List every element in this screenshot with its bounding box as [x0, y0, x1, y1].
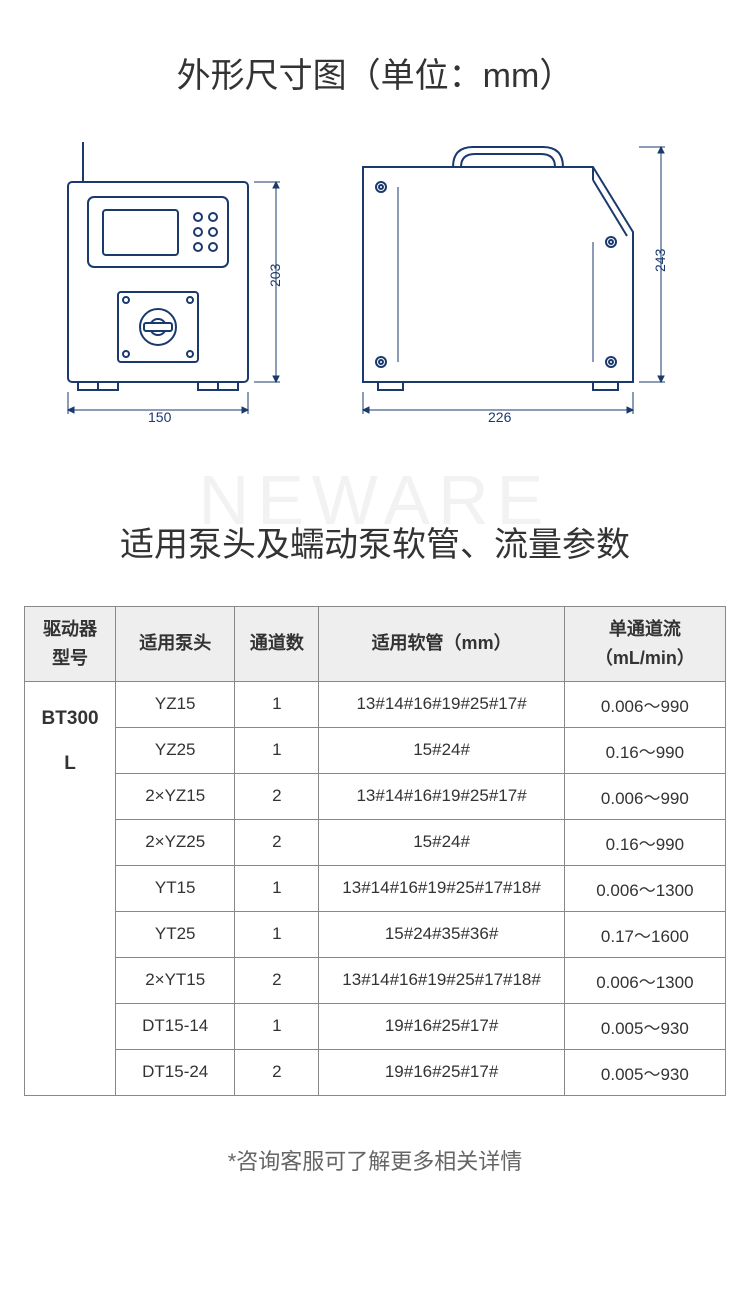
cell-channels: 2 — [235, 819, 319, 865]
side-view-diagram: 226 243 — [343, 132, 703, 427]
table-row: 2×YZ15213#14#16#19#25#17#0.006～990 — [25, 773, 726, 819]
cell-channels: 2 — [235, 1049, 319, 1095]
header-flow: 单通道流（mL/min） — [564, 607, 725, 682]
cell-channels: 1 — [235, 865, 319, 911]
cell-tube: 19#16#25#17# — [319, 1003, 564, 1049]
footnote: *咨询客服可了解更多相关详情 — [0, 1096, 750, 1176]
cell-tube: 13#14#16#19#25#17# — [319, 681, 564, 727]
cell-channels: 2 — [235, 773, 319, 819]
cell-flow: 0.005～930 — [564, 1049, 725, 1095]
header-model: 驱动器型号 — [25, 607, 116, 682]
cell-tube: 13#14#16#19#25#17#18# — [319, 957, 564, 1003]
cell-flow: 0.16～990 — [564, 727, 725, 773]
cell-head: YT15 — [116, 865, 235, 911]
cell-tube: 13#14#16#19#25#17# — [319, 773, 564, 819]
model-cell: BT300L — [25, 681, 116, 1095]
cell-tube: 19#16#25#17# — [319, 1049, 564, 1095]
table-row: DT15-14119#16#25#17#0.005～930 — [25, 1003, 726, 1049]
spec-table: 驱动器型号 适用泵头 通道数 适用软管（mm） 单通道流（mL/min） BT3… — [24, 606, 726, 1096]
cell-flow: 0.17～1600 — [564, 911, 725, 957]
table-row: YT25115#24#35#36#0.17～1600 — [25, 911, 726, 957]
cell-tube: 15#24# — [319, 819, 564, 865]
table-row: 2×YT15213#14#16#19#25#17#18#0.006～1300 — [25, 957, 726, 1003]
cell-head: 2×YT15 — [116, 957, 235, 1003]
cell-head: DT15-24 — [116, 1049, 235, 1095]
cell-head: 2×YZ15 — [116, 773, 235, 819]
header-channels: 通道数 — [235, 607, 319, 682]
cell-flow: 0.16～990 — [564, 819, 725, 865]
front-height-label: 203 — [267, 263, 283, 287]
cell-channels: 1 — [235, 1003, 319, 1049]
cell-tube: 13#14#16#19#25#17#18# — [319, 865, 564, 911]
header-tube: 适用软管（mm） — [319, 607, 564, 682]
table-row: BT300LYZ15113#14#16#19#25#17#0.006～990 — [25, 681, 726, 727]
cell-tube: 15#24#35#36# — [319, 911, 564, 957]
cell-channels: 2 — [235, 957, 319, 1003]
cell-head: 2×YZ25 — [116, 819, 235, 865]
front-width-label: 150 — [148, 409, 172, 422]
cell-flow: 0.006～1300 — [564, 865, 725, 911]
cell-flow: 0.006～1300 — [564, 957, 725, 1003]
cell-head: DT15-14 — [116, 1003, 235, 1049]
header-pump-head: 适用泵头 — [116, 607, 235, 682]
table-row: 2×YZ25215#24#0.16～990 — [25, 819, 726, 865]
side-width-label: 226 — [488, 409, 512, 422]
table-row: YZ25115#24#0.16～990 — [25, 727, 726, 773]
cell-head: YZ25 — [116, 727, 235, 773]
cell-flow: 0.005～930 — [564, 1003, 725, 1049]
cell-tube: 15#24# — [319, 727, 564, 773]
cell-channels: 1 — [235, 911, 319, 957]
front-view-diagram: 150 203 — [48, 132, 308, 427]
side-height-label: 243 — [652, 248, 668, 272]
cell-flow: 0.006～990 — [564, 681, 725, 727]
section-title: 适用泵头及蠕动泵软管、流量参数 — [0, 427, 750, 606]
cell-head: YT25 — [116, 911, 235, 957]
cell-head: YZ15 — [116, 681, 235, 727]
page-title: 外形尺寸图（单位：mm） — [0, 0, 750, 127]
table-row: DT15-24219#16#25#17#0.005～930 — [25, 1049, 726, 1095]
cell-channels: 1 — [235, 681, 319, 727]
dimension-diagram: 150 203 — [0, 127, 750, 427]
cell-channels: 1 — [235, 727, 319, 773]
table-row: YT15113#14#16#19#25#17#18#0.006～1300 — [25, 865, 726, 911]
cell-flow: 0.006～990 — [564, 773, 725, 819]
